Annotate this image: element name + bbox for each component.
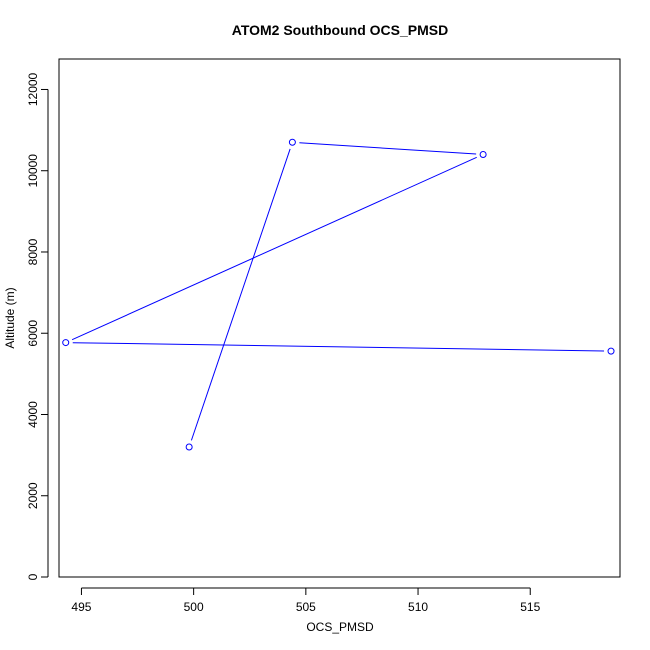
plot-box bbox=[58, 58, 621, 578]
data-point bbox=[607, 347, 615, 355]
y-tick-label: 10000 bbox=[26, 154, 40, 188]
series-segment bbox=[190, 148, 291, 441]
series-segment bbox=[71, 156, 477, 341]
y-tick-label: 12000 bbox=[26, 72, 40, 106]
series-segment bbox=[299, 142, 477, 155]
x-tick-label: 510 bbox=[408, 600, 428, 614]
chart-title: ATOM2 Southbound OCS_PMSD bbox=[232, 22, 448, 38]
x-tick-label: 495 bbox=[71, 600, 91, 614]
x-axis-label: OCS_PMSD bbox=[306, 620, 374, 634]
y-axis: 0 2000 4000 6000 8000 10000 12000 bbox=[26, 72, 49, 580]
series-layer bbox=[62, 138, 615, 451]
y-axis-label: Altitude (m) bbox=[3, 287, 17, 348]
y-tick-label: 6000 bbox=[26, 320, 40, 347]
y-tick-label: 8000 bbox=[26, 238, 40, 265]
x-tick-label: 505 bbox=[296, 600, 316, 614]
data-point bbox=[479, 150, 487, 158]
data-point bbox=[62, 339, 70, 347]
y-tick-label: 4000 bbox=[26, 401, 40, 428]
x-tick-label: 515 bbox=[520, 600, 540, 614]
data-point bbox=[185, 443, 193, 451]
series-segment bbox=[72, 342, 605, 352]
x-axis: 495 500 505 510 515 bbox=[71, 587, 541, 614]
y-tick-label: 0 bbox=[26, 573, 40, 580]
x-tick-label: 500 bbox=[184, 600, 204, 614]
data-point bbox=[288, 138, 296, 146]
y-tick-label: 2000 bbox=[26, 482, 40, 509]
